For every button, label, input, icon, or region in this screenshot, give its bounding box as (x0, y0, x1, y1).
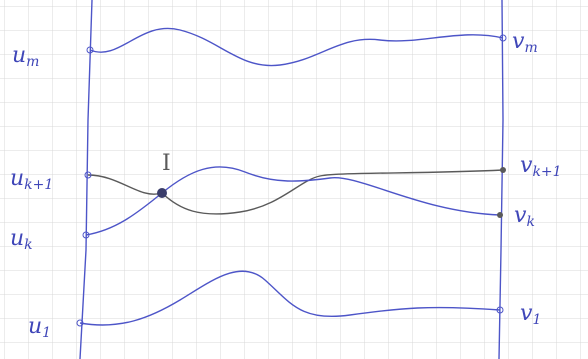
label-sub: k (24, 237, 32, 253)
label-sub: 1 (42, 325, 51, 341)
intersection-label: I (162, 151, 171, 176)
diagram: um uk+1 uk u1 vm vk+1 vk v1 I (0, 0, 588, 359)
intersection-point (157, 188, 167, 198)
label-base: u (10, 166, 24, 191)
label-base: v (512, 29, 525, 54)
label-sub: 1 (532, 312, 541, 328)
label-sub: k+1 (24, 177, 53, 193)
label-base: v (514, 203, 527, 228)
node (500, 167, 506, 173)
label-sub: m (524, 40, 537, 56)
node (497, 212, 503, 218)
label-base: u (12, 43, 26, 68)
label-base: v (520, 301, 533, 326)
label-sub: m (26, 54, 39, 70)
label-sub: k (526, 214, 534, 230)
label-base: u (10, 226, 24, 251)
label-sub: k+1 (532, 164, 561, 180)
label-base: v (520, 153, 533, 178)
label-base: u (28, 314, 42, 339)
